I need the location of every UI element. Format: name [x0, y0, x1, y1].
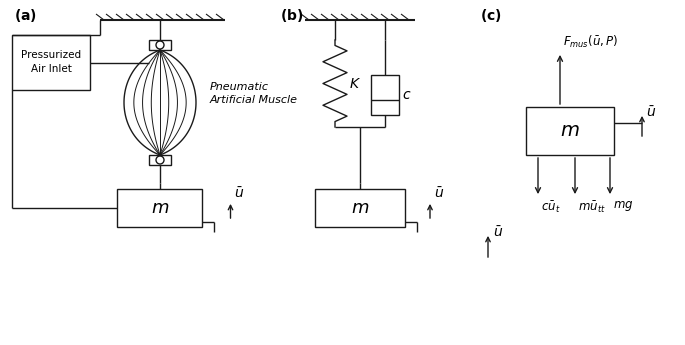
- Text: $mg$: $mg$: [613, 199, 634, 213]
- Bar: [315, 189, 405, 227]
- Text: $m$: $m$: [351, 199, 369, 217]
- Bar: [149, 155, 171, 165]
- Text: $\mathbf{(c)}$: $\mathbf{(c)}$: [480, 7, 501, 24]
- Text: Pressurized: Pressurized: [21, 50, 81, 60]
- Text: $m$: $m$: [151, 199, 169, 217]
- Text: $\bar{u}$: $\bar{u}$: [493, 226, 503, 240]
- Bar: [371, 75, 399, 115]
- Text: $\mathbf{(b)}$: $\mathbf{(b)}$: [280, 7, 303, 24]
- Text: $c\bar{u}_t$: $c\bar{u}_t$: [541, 199, 560, 215]
- Text: Pneumatic: Pneumatic: [210, 82, 269, 92]
- Text: $\bar{u}$: $\bar{u}$: [434, 186, 444, 201]
- Text: $\bar{u}$: $\bar{u}$: [646, 106, 656, 120]
- Bar: [118, 189, 203, 227]
- Text: Air Inlet: Air Inlet: [31, 65, 71, 75]
- Text: $K$: $K$: [349, 77, 361, 90]
- Text: $m\bar{u}_{tt}$: $m\bar{u}_{tt}$: [578, 199, 606, 215]
- Text: $\mathbf{(a)}$: $\mathbf{(a)}$: [14, 7, 37, 24]
- Bar: [12, 35, 90, 90]
- Bar: [526, 107, 614, 155]
- Text: $c$: $c$: [402, 88, 412, 102]
- Text: $\bar{u}$: $\bar{u}$: [234, 186, 245, 201]
- Text: $F_{mus}(\bar{u},P)$: $F_{mus}(\bar{u},P)$: [563, 34, 619, 50]
- Text: Artificial Muscle: Artificial Muscle: [210, 95, 298, 105]
- Text: $m$: $m$: [560, 122, 580, 140]
- Bar: [149, 40, 171, 50]
